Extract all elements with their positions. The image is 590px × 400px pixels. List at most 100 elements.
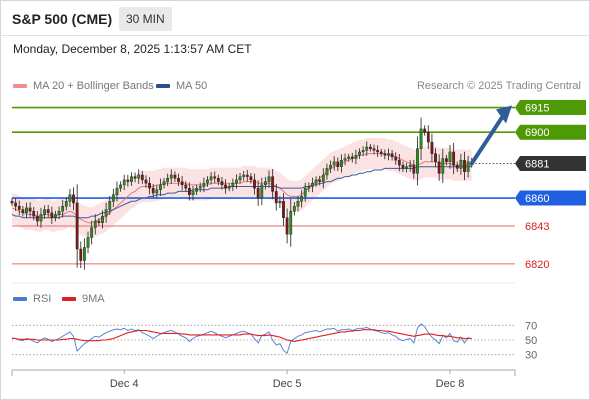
candle	[249, 173, 253, 184]
level-tag-6860: 6860	[525, 193, 549, 205]
candle	[350, 152, 354, 163]
candle	[191, 185, 195, 201]
candle	[126, 174, 130, 187]
candle	[332, 156, 336, 171]
legend-swatch-ma20	[13, 84, 27, 89]
candle	[314, 176, 318, 187]
candle	[329, 160, 332, 174]
candle	[151, 183, 155, 198]
candle	[10, 198, 14, 206]
legend-label-ma50: MA 50	[176, 80, 208, 92]
candle	[376, 145, 380, 157]
candle	[227, 183, 231, 192]
candle	[430, 133, 434, 163]
candle	[260, 177, 264, 206]
candle	[166, 173, 170, 187]
legend-label-ma20: MA 20 + Bollinger Bands	[33, 80, 154, 92]
instrument-title: S&P 500 (CME)	[12, 11, 113, 27]
candle	[292, 202, 296, 216]
legend-swatch-rsi-ma9	[62, 297, 76, 302]
candle	[133, 172, 137, 183]
candle	[361, 146, 365, 156]
candle	[271, 168, 275, 200]
candle	[264, 176, 267, 190]
candle	[445, 154, 448, 166]
candle	[354, 149, 358, 165]
candle	[32, 206, 36, 221]
candle	[101, 210, 104, 229]
candle	[140, 170, 144, 185]
candle	[368, 143, 372, 152]
legend-label-rsi: RSI	[33, 293, 52, 305]
candle	[122, 174, 126, 191]
candle	[206, 176, 209, 187]
candle	[416, 136, 419, 186]
legend-ma20-bollinger: MA 20 + Bollinger Bands	[13, 80, 154, 92]
candle	[358, 148, 361, 159]
candle	[25, 202, 28, 219]
candle	[397, 154, 401, 172]
candle	[82, 238, 86, 270]
level-tag-6843: 6843	[525, 221, 549, 233]
candle	[173, 171, 177, 182]
rsi-tick-50: 50	[525, 335, 537, 347]
candle	[169, 169, 173, 184]
candle	[448, 145, 452, 169]
level-tag-bg-6860	[515, 190, 586, 206]
legend-ma50: MA 50	[156, 80, 207, 92]
timestamp: Monday, December 8, 2025 1:13:57 AM CET	[13, 42, 252, 56]
candle	[325, 163, 329, 180]
level-tag-6915: 6915	[525, 103, 549, 115]
legend-swatch-ma50	[156, 84, 170, 89]
candle	[278, 196, 282, 208]
candle	[419, 117, 423, 161]
ma50-line	[11, 166, 472, 219]
candle	[253, 173, 256, 195]
forecast-arrow-head	[496, 105, 512, 124]
rsi-ma9-line	[12, 329, 472, 343]
candle	[115, 181, 119, 202]
candle	[412, 159, 416, 179]
x-tick-label: Dec 8	[436, 378, 465, 390]
legend-rsi-ma9: 9MA	[62, 293, 105, 305]
candle	[144, 175, 148, 188]
level-tag-6900: 6900	[525, 127, 549, 139]
candle	[455, 161, 459, 173]
candle	[466, 155, 470, 178]
level-tag-bg-6915	[515, 100, 586, 116]
x-tick-label: Dec 5	[273, 378, 302, 390]
candle	[318, 175, 322, 186]
candle	[383, 149, 387, 160]
candle	[238, 173, 242, 184]
candle	[79, 241, 83, 269]
candle	[162, 177, 166, 189]
legend-swatch-rsi	[13, 297, 27, 302]
forecast-arrow-shaft	[469, 115, 504, 166]
candle	[426, 125, 430, 149]
candle	[187, 182, 191, 201]
candle	[267, 170, 271, 188]
candle	[39, 207, 43, 228]
candle	[90, 220, 94, 245]
candle	[452, 142, 456, 175]
candle	[213, 171, 217, 184]
candle	[177, 173, 180, 187]
timeframe-badge[interactable]: 30 MIN	[119, 7, 172, 31]
candle	[111, 188, 115, 208]
level-tag-6820: 6820	[525, 259, 549, 271]
candle	[220, 176, 224, 190]
candle	[387, 148, 390, 161]
ma20-line	[11, 153, 472, 224]
candle	[235, 174, 238, 189]
candle	[202, 177, 206, 193]
candle	[463, 151, 466, 181]
candle	[97, 218, 101, 226]
candle	[195, 184, 199, 196]
candle	[130, 172, 133, 186]
candle	[274, 183, 278, 211]
candle	[401, 161, 405, 173]
candle	[343, 153, 347, 166]
candle	[285, 208, 289, 244]
candle	[68, 188, 72, 208]
